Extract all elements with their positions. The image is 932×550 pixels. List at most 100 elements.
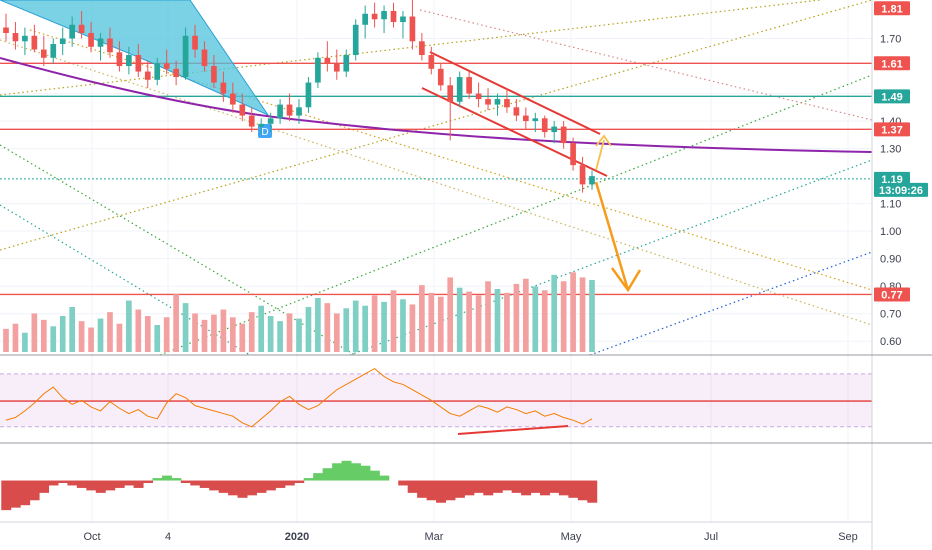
volume-bar xyxy=(419,285,425,352)
grid xyxy=(0,0,872,522)
candle-body xyxy=(154,63,161,80)
candle-body xyxy=(447,85,454,102)
candle-body xyxy=(589,176,595,185)
oscillator-bar xyxy=(379,475,390,481)
candle-body xyxy=(192,35,198,50)
oscillator-bar xyxy=(284,480,295,486)
candle-body xyxy=(532,118,539,122)
oscillator-bar xyxy=(558,480,569,496)
candle-series xyxy=(3,0,595,193)
oscillator-bar xyxy=(20,480,31,506)
projection-arrowhead-down xyxy=(610,267,642,293)
candle-body xyxy=(248,115,255,127)
volume-bar xyxy=(40,319,47,352)
volume-bar xyxy=(230,317,236,352)
time-tick-label: Oct xyxy=(83,531,100,543)
oscillator-bar xyxy=(417,480,428,498)
candle-body xyxy=(428,55,435,69)
price-tick-label: 1.70 xyxy=(880,34,901,46)
volume-bar xyxy=(267,316,274,352)
projection-arrow-up xyxy=(595,139,605,171)
price-tag: 1.81 xyxy=(881,3,902,15)
volume-bar xyxy=(560,281,567,352)
oscillator-bar xyxy=(360,465,371,481)
candle-body xyxy=(182,35,189,78)
price-tag-bg xyxy=(874,171,910,186)
price-tick-label: 1.00 xyxy=(880,226,901,238)
oscillator-bar xyxy=(218,480,229,493)
volume-bar xyxy=(485,281,491,352)
candle-body xyxy=(504,99,510,108)
candle-body xyxy=(144,71,151,80)
volume-bar xyxy=(352,300,359,352)
volume-bar xyxy=(428,292,435,352)
price-axis-bg xyxy=(872,0,932,550)
volume-bar xyxy=(163,317,170,352)
harmonic-pattern xyxy=(0,0,270,117)
oscillator-bar xyxy=(294,480,305,483)
price-tag: 1.61 xyxy=(881,58,902,70)
volume-bar xyxy=(182,303,189,352)
volume-bar xyxy=(116,323,123,352)
volume-bar xyxy=(277,321,283,352)
candle-body xyxy=(466,77,472,94)
price-tick-label: 1.10 xyxy=(880,199,901,211)
oscillator-bar xyxy=(332,463,343,481)
candle-body xyxy=(220,82,227,94)
volume-bar xyxy=(409,304,416,352)
pattern-label: D xyxy=(261,127,268,138)
channel-upper xyxy=(429,51,601,135)
oscillator-bar xyxy=(180,480,191,483)
candle-body xyxy=(40,49,47,58)
volume-bar xyxy=(504,292,510,352)
candle-body xyxy=(541,118,548,133)
volume-bar xyxy=(258,305,265,352)
volume-bar xyxy=(201,319,208,352)
candle-body xyxy=(78,24,85,34)
volume-bar xyxy=(31,313,38,352)
price-tick-label: 0.90 xyxy=(880,254,901,266)
oscillator-bar xyxy=(124,480,135,486)
candle-body xyxy=(437,68,444,86)
volume-bar xyxy=(324,303,331,352)
volume-bar xyxy=(475,295,482,352)
oscillator-bar xyxy=(436,480,446,503)
volume-bar xyxy=(447,277,454,352)
oscillator-bar xyxy=(445,480,456,501)
oscillator-bar xyxy=(105,480,116,491)
price-tag-bg xyxy=(874,1,910,16)
candle-body xyxy=(475,93,482,100)
candle-body xyxy=(409,16,416,42)
volume-bar xyxy=(3,328,9,352)
oscillator-bar xyxy=(341,460,352,481)
oscillator-bar xyxy=(322,468,333,481)
candle-body xyxy=(59,38,66,45)
volume-bar xyxy=(69,307,75,352)
candle-body xyxy=(485,99,491,105)
oscillator-bar xyxy=(76,480,87,488)
price-tick-label: 0.70 xyxy=(880,309,901,321)
volume-bar xyxy=(381,301,387,352)
candle-body xyxy=(381,11,387,20)
volume-bar xyxy=(97,318,104,352)
candle-body xyxy=(371,13,378,20)
candle-body xyxy=(324,57,331,64)
time-tick-label: 2020 xyxy=(285,531,309,543)
oscillator-bar xyxy=(407,480,418,493)
volume-bar xyxy=(305,307,312,352)
volume-bar xyxy=(78,321,85,352)
oscillator-bar xyxy=(587,480,598,503)
volume-bar xyxy=(551,274,558,352)
oscillator-bar xyxy=(1,480,12,511)
candle-body xyxy=(22,35,28,42)
oscillator-bar xyxy=(39,480,50,493)
candle-body xyxy=(88,33,94,47)
candle-body xyxy=(286,104,293,116)
price-tick-label: 0.60 xyxy=(880,336,901,348)
price-tag-bg xyxy=(874,122,910,137)
candle-body xyxy=(400,16,406,23)
oscillator-bar xyxy=(152,478,163,481)
price-tag: 1.49 xyxy=(881,91,902,103)
candle-body xyxy=(296,107,302,116)
oscillator-bar xyxy=(67,480,78,486)
